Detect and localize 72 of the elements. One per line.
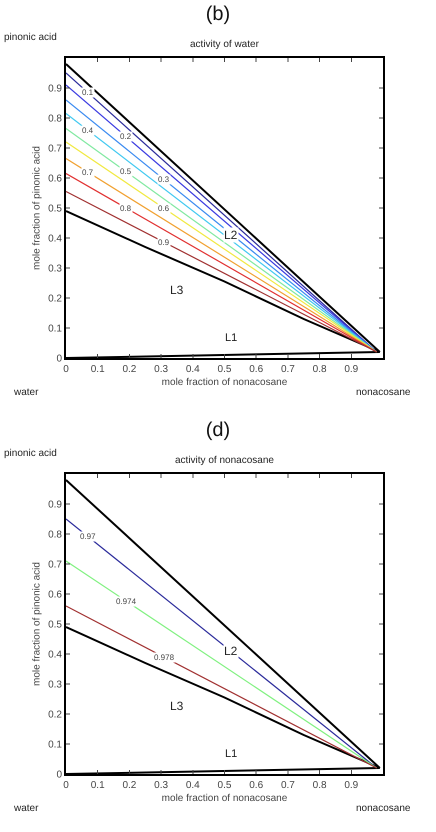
series-label: 0.9 <box>158 238 170 247</box>
y-tick-label: 0.7 <box>48 144 62 154</box>
chart-subtitle: activity of nonacosane <box>175 455 274 466</box>
chart-subtitle: activity of water <box>190 39 260 50</box>
y-axis-title: mole fraction of pinonic acid <box>32 562 43 686</box>
x-tick-label: 0 <box>63 364 70 375</box>
series-label: 0.2 <box>120 132 132 141</box>
x-tick-label: 0.2 <box>122 364 137 375</box>
series-label: 0.1 <box>82 88 94 97</box>
y-axis-title: mole fraction of pinonic acid <box>32 146 43 270</box>
annotation: L2 <box>224 644 238 658</box>
y-tick-label: 0.2 <box>48 710 62 720</box>
series-label: 0.8 <box>120 204 132 213</box>
series-label: 0.5 <box>120 167 132 176</box>
y-tick-label: 0.1 <box>48 740 62 750</box>
series-label: 0.4 <box>82 126 94 135</box>
y-tick-label: 0.5 <box>48 204 62 214</box>
x-tick-label: 0.9 <box>344 364 359 375</box>
x-tick-label: 0.8 <box>312 364 327 375</box>
y-tick-label: 0.9 <box>48 84 62 94</box>
y-tick-label: 0.4 <box>48 234 62 244</box>
x-tick-label: 0.1 <box>90 780 106 791</box>
x-tick-label: 0.4 <box>186 364 200 375</box>
annotation: L1 <box>225 748 238 760</box>
text: pinonic acid <box>4 32 57 43</box>
x-tick-label: 0.4 <box>186 780 200 791</box>
annotation: L3 <box>170 283 184 297</box>
x-tick-label: 0.2 <box>122 780 137 791</box>
series-label: 0.3 <box>158 175 170 184</box>
chart-title: (d) <box>206 419 230 442</box>
x-tick-label: 0 <box>63 780 70 791</box>
chart-title: (b) <box>206 3 230 26</box>
y-tick-label: 0.8 <box>48 530 62 540</box>
series-label: 0.97 <box>80 532 96 541</box>
x-tick-label: 0.7 <box>280 364 296 375</box>
y-tick-label: 0.8 <box>48 114 62 124</box>
y-tick-label: 0.2 <box>48 294 62 304</box>
text: nonacosane <box>356 803 411 814</box>
text: pinonic acid <box>4 448 57 459</box>
y-tick-label: 0.6 <box>48 590 62 600</box>
y-tick-label: 0.7 <box>48 560 62 570</box>
x-tick-label: 0.8 <box>312 780 327 791</box>
series-label: 0.7 <box>82 168 94 177</box>
text: water <box>13 803 40 814</box>
x-axis-title: mole fraction of nonacosane <box>162 793 288 804</box>
y-tick-label: 0.5 <box>48 620 62 630</box>
annotation: L1 <box>225 332 238 344</box>
y-tick-label: 0.9 <box>48 500 62 510</box>
x-axis-title: mole fraction of nonacosane <box>162 377 288 388</box>
y-tick-label: 0.6 <box>48 174 62 184</box>
x-tick-label: 0.5 <box>218 780 232 791</box>
annotation: L2 <box>224 228 238 242</box>
series-label: 0.974 <box>116 597 137 606</box>
x-tick-label: 0.3 <box>154 364 168 375</box>
x-tick-label: 0.3 <box>154 780 168 791</box>
series-label: 0.6 <box>158 204 170 213</box>
text: water <box>13 387 40 398</box>
x-tick-label: 0.6 <box>249 780 264 791</box>
y-tick-label: 0.4 <box>48 650 62 660</box>
text: nonacosane <box>356 387 411 398</box>
x-tick-label: 0.9 <box>344 780 359 791</box>
series-label: 0.978 <box>154 653 175 662</box>
y-tick-label: 0.1 <box>48 324 62 334</box>
y-tick-label: 0.3 <box>48 680 62 690</box>
x-tick-label: 0.1 <box>90 364 106 375</box>
x-tick-label: 0.6 <box>249 364 264 375</box>
y-tick-label: 0.3 <box>48 264 62 274</box>
annotation: L3 <box>170 699 184 713</box>
y-tick-label: 0 <box>56 770 62 780</box>
x-tick-label: 0.5 <box>218 364 232 375</box>
x-tick-label: 0.7 <box>280 780 296 791</box>
y-tick-label: 0 <box>56 354 62 364</box>
